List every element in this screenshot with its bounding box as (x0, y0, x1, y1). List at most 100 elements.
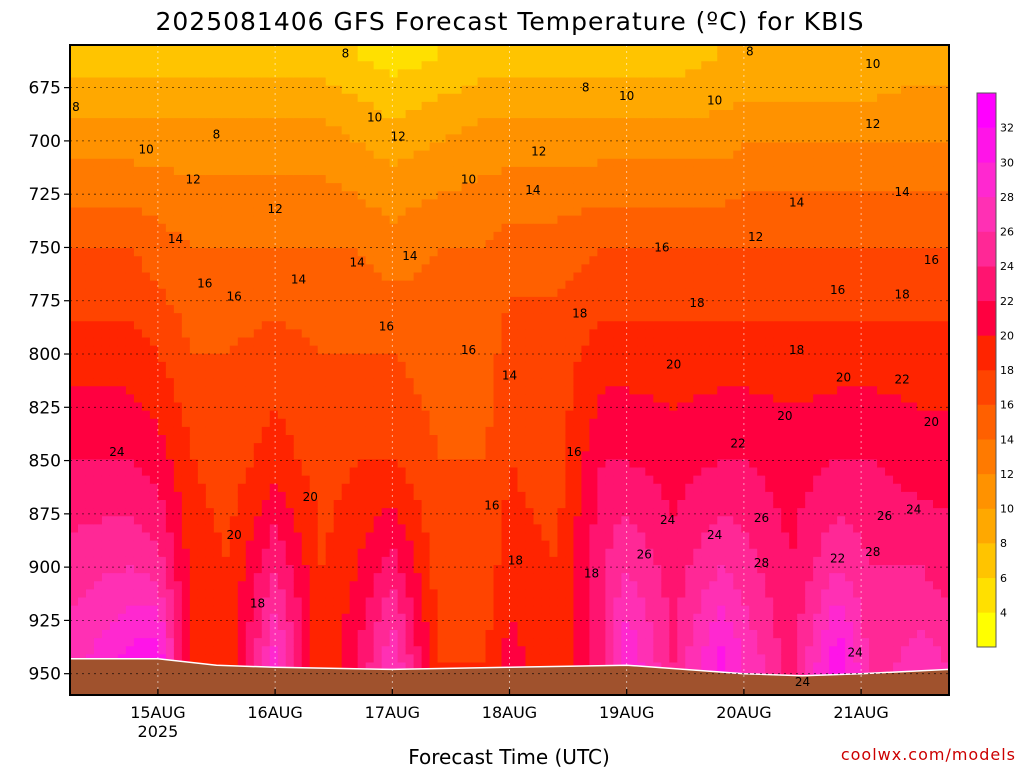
temperature-cell (229, 158, 239, 168)
temperature-cell (173, 548, 183, 558)
temperature-cell (189, 215, 199, 225)
temperature-cell (197, 483, 207, 493)
temperature-cell (557, 410, 567, 420)
temperature-cell (541, 361, 551, 371)
temperature-cell (437, 288, 447, 298)
temperature-cell (493, 597, 503, 607)
temperature-cell (341, 418, 351, 428)
temperature-cell (277, 45, 287, 54)
temperature-cell (557, 646, 567, 655)
temperature-cell (381, 613, 391, 623)
temperature-cell (397, 248, 407, 257)
temperature-cell (109, 386, 119, 395)
temperature-cell (429, 305, 439, 314)
temperature-cell (149, 150, 159, 160)
temperature-cell (469, 370, 479, 379)
temperature-cell (485, 548, 495, 558)
temperature-cell (125, 475, 135, 485)
temperature-cell (221, 240, 231, 249)
temperature-cell (453, 85, 463, 95)
temperature-cell (133, 305, 143, 314)
temperature-cell (421, 548, 431, 558)
temperature-cell (525, 337, 535, 347)
temperature-cell (493, 491, 503, 501)
temperature-cell (309, 118, 319, 127)
temperature-cell (421, 207, 431, 217)
temperature-cell (141, 638, 151, 647)
temperature-cell (533, 565, 543, 574)
temperature-cell (349, 45, 359, 54)
temperature-cell (541, 126, 551, 135)
temperature-cell (317, 183, 327, 192)
temperature-cell (421, 475, 431, 485)
temperature-cell (557, 589, 567, 599)
temperature-cell (205, 166, 215, 176)
temperature-cell (125, 158, 135, 168)
temperature-cell (237, 370, 247, 379)
temperature-cell (189, 126, 199, 135)
temperature-cell (333, 329, 343, 339)
temperature-cell (285, 630, 295, 639)
temperature-cell (237, 353, 247, 363)
temperature-cell (373, 85, 383, 95)
temperature-cell (557, 508, 567, 517)
temperature-cell (269, 500, 279, 509)
temperature-cell (477, 296, 487, 306)
temperature-cell (533, 329, 543, 339)
temperature-cell (85, 248, 95, 257)
temperature-cell (317, 646, 327, 655)
temperature-cell (261, 353, 271, 363)
temperature-cell (533, 345, 543, 355)
temperature-cell (141, 516, 151, 525)
temperature-cell (429, 126, 439, 135)
temperature-cell (405, 256, 415, 265)
temperature-cell (357, 191, 367, 200)
temperature-cell (189, 402, 199, 412)
temperature-cell (349, 613, 359, 623)
temperature-cell (477, 85, 487, 95)
temperature-cell (197, 345, 207, 355)
temperature-cell (429, 288, 439, 298)
temperature-cell (453, 589, 463, 599)
temperature-cell (181, 556, 191, 566)
temperature-cell (70, 646, 79, 655)
temperature-cell (501, 483, 511, 493)
temperature-cell (389, 565, 399, 574)
temperature-cell (469, 426, 479, 436)
temperature-cell (245, 158, 255, 168)
temperature-cell (365, 329, 375, 339)
temperature-cell (381, 118, 391, 127)
temperature-cell (181, 183, 191, 192)
temperature-cell (85, 597, 95, 607)
temperature-cell (229, 597, 239, 607)
temperature-cell (101, 540, 111, 550)
temperature-cell (525, 548, 535, 558)
temperature-cell (501, 516, 511, 525)
temperature-cell (309, 142, 319, 152)
temperature-cell (453, 378, 463, 387)
temperature-cell (85, 556, 95, 566)
temperature-cell (125, 516, 135, 525)
temperature-cell (261, 207, 271, 217)
temperature-cell (549, 435, 559, 444)
temperature-cell (541, 402, 551, 412)
temperature-cell (413, 110, 423, 119)
temperature-cell (253, 61, 263, 70)
temperature-cell (389, 53, 399, 62)
temperature-cell (253, 491, 263, 501)
temperature-cell (381, 394, 391, 404)
temperature-cell (413, 410, 423, 420)
temperature-cell (109, 296, 119, 306)
temperature-cell (445, 175, 455, 184)
temperature-cell (269, 126, 279, 135)
temperature-cell (213, 565, 223, 574)
temperature-cell (125, 491, 135, 501)
temperature-cell (173, 77, 183, 87)
temperature-cell (317, 524, 327, 534)
temperature-cell (453, 280, 463, 290)
temperature-cell (157, 158, 167, 168)
temperature-cell (333, 540, 343, 550)
temperature-cell (461, 654, 471, 664)
temperature-cell (365, 191, 375, 200)
temperature-cell (517, 548, 527, 558)
